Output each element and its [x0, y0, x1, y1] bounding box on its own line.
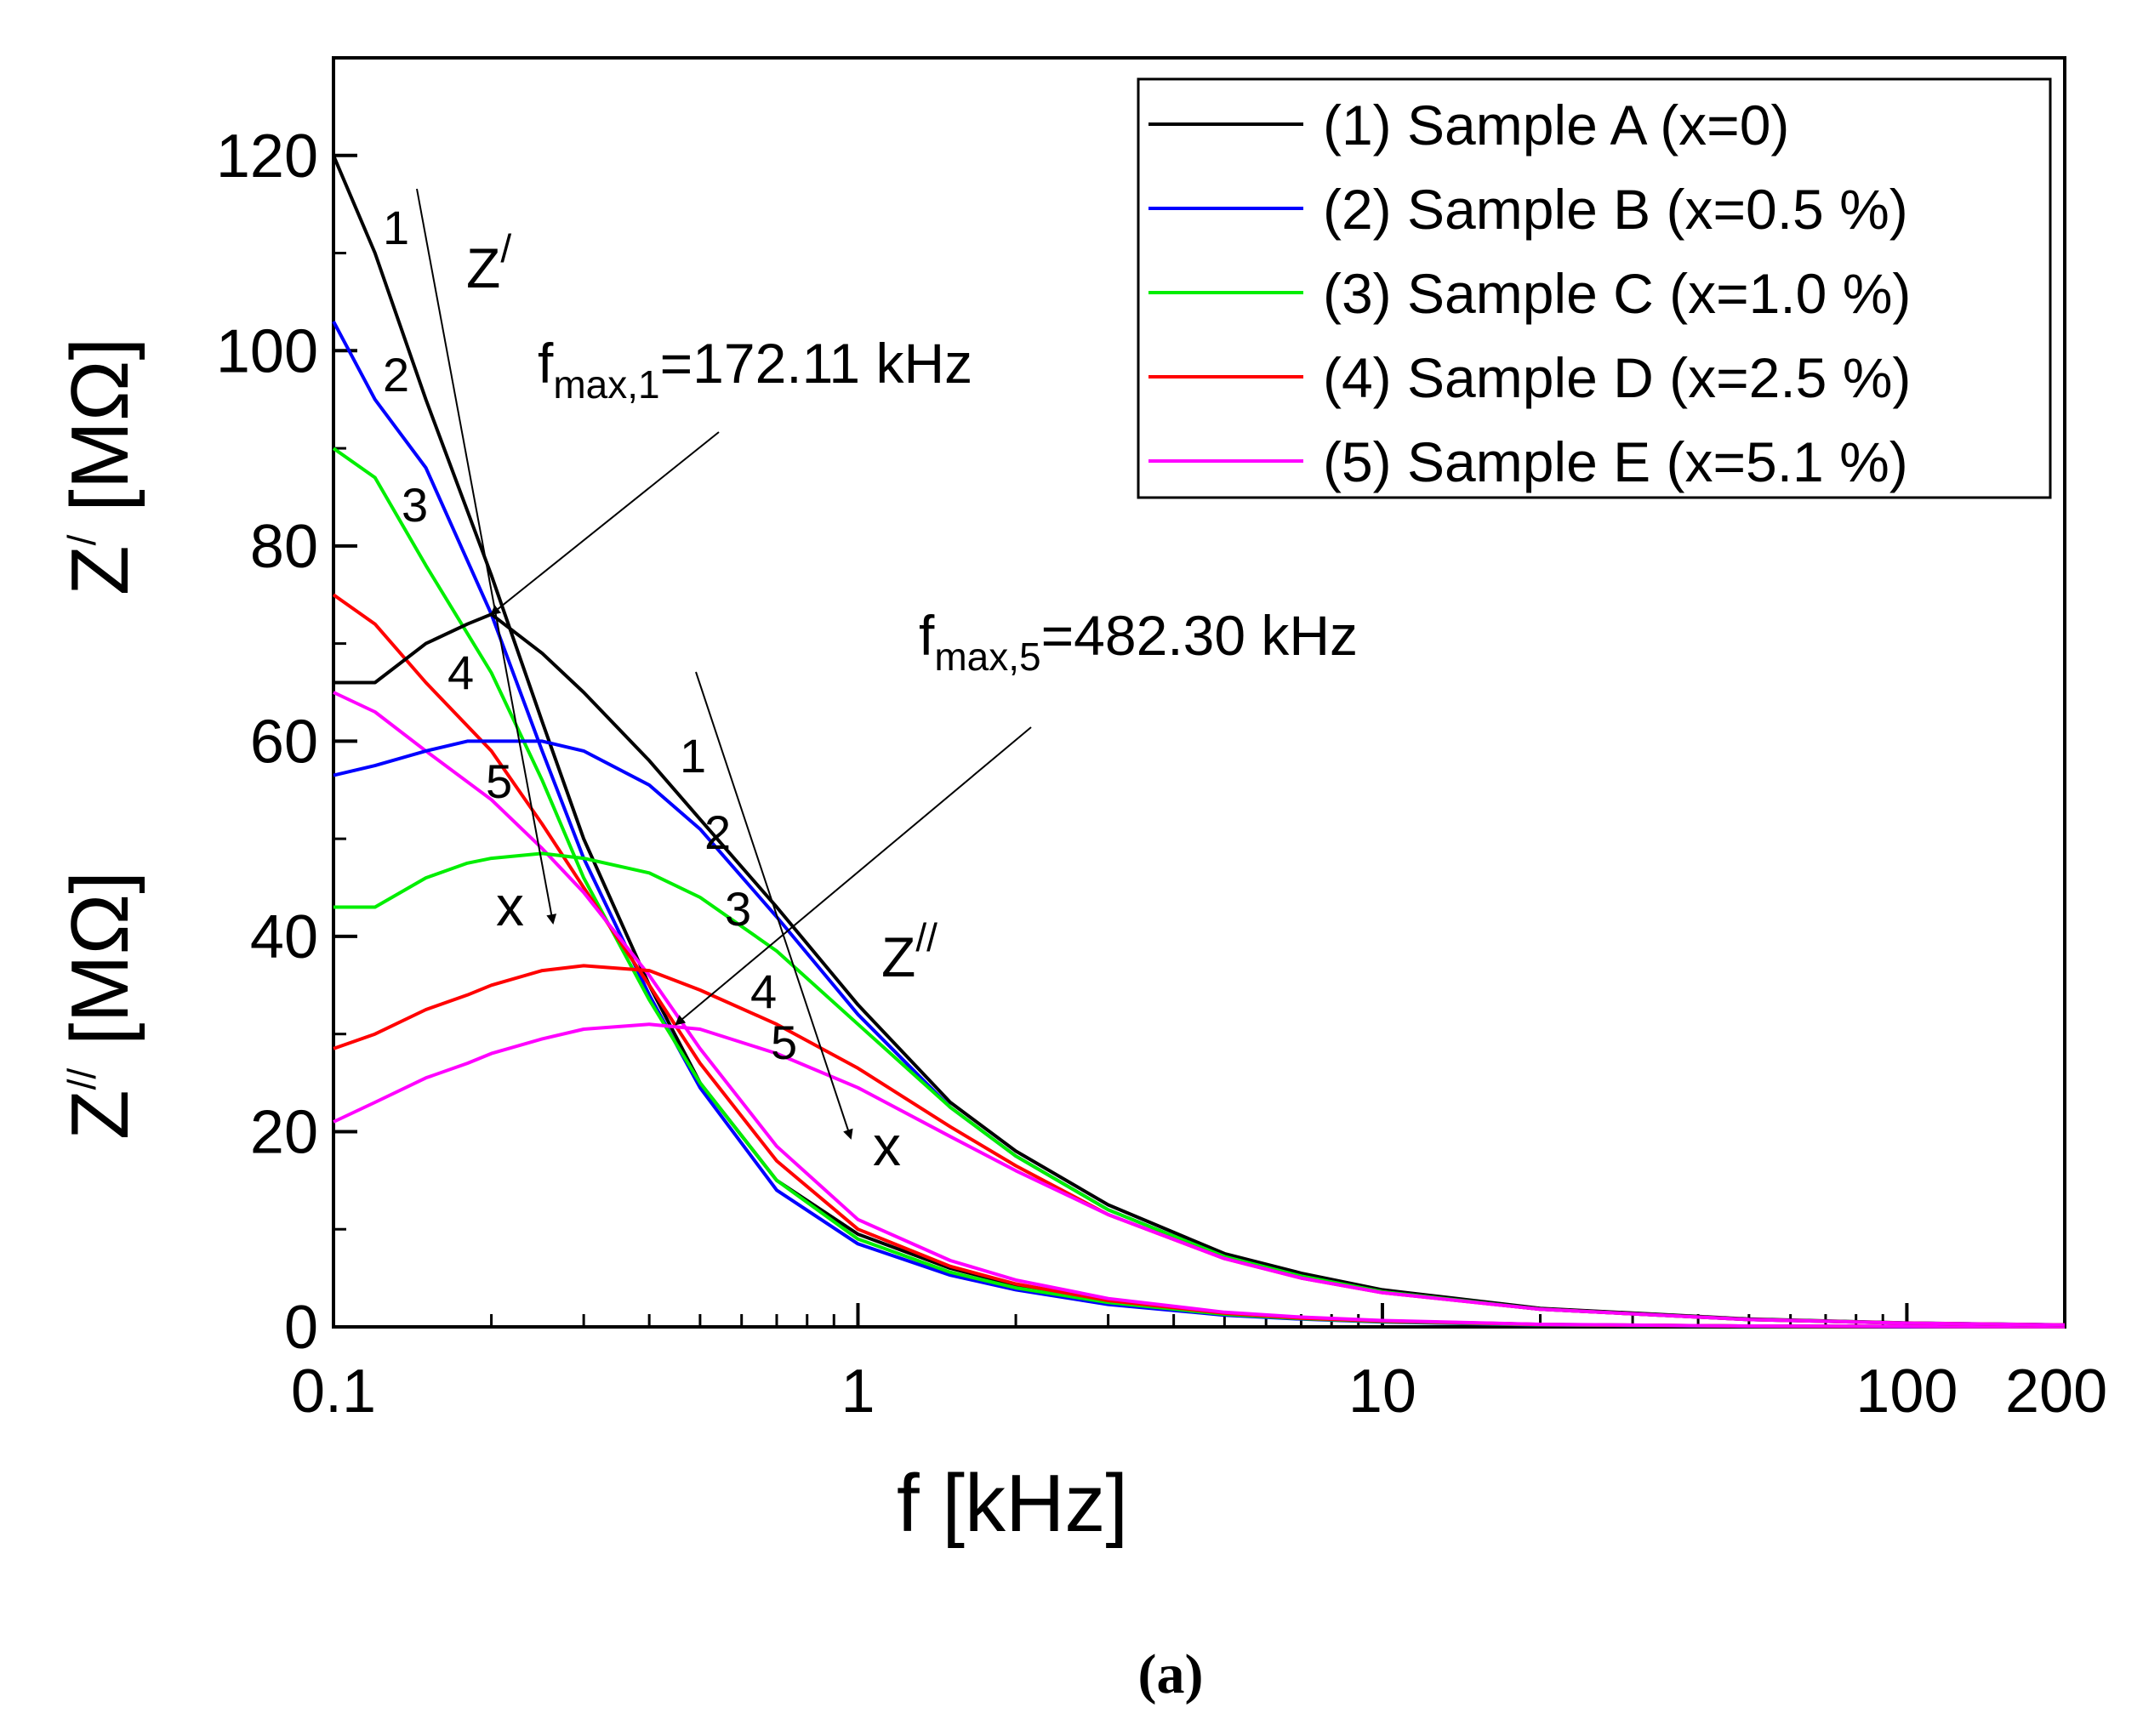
curve-number-3-zdprime: 3 [725, 882, 751, 936]
annotations [416, 188, 1032, 1140]
curve-number-4-zprime: 4 [447, 646, 474, 699]
series-zdprime-sample-a [333, 612, 2066, 1327]
series-zdprime-sample-e [333, 1022, 2066, 1327]
y-tick-label: 0 [284, 1294, 318, 1362]
curve-number-1-zdprime: 1 [680, 729, 706, 783]
ylabel-top: Z/ [MΩ] [54, 338, 145, 595]
data-curves [332, 155, 2066, 1329]
legend-label-c: (3) Sample C (x=1.0 %) [1323, 262, 1911, 325]
series-zdprime-sample-d [333, 964, 2066, 1327]
axis-ticks: 0 20 40 60 80 100 120 0.1 1 10 100 200 [216, 122, 2107, 1426]
y-tick-label: 120 [216, 122, 318, 191]
legend-label-a: (1) Sample A (x=0) [1323, 94, 1789, 157]
series-zprime-sample-e [333, 691, 2066, 1329]
ylabel-bottom: Z// [MΩ] [54, 871, 145, 1140]
legend-box [1137, 77, 2052, 499]
curve-number-5-zdprime: 5 [771, 1016, 797, 1069]
annotation-fmax1: fmax,1=172.11 kHz [538, 332, 972, 407]
zdprime-trend-arrow [695, 671, 853, 1140]
legend-label-b: (2) Sample B (x=0.5 %) [1323, 178, 1908, 241]
legend: (1) Sample A (x=0) (2) Sample B (x=0.5 %)… [1137, 77, 2052, 499]
legend-label-d: (4) Sample D (x=2.5 %) [1323, 346, 1911, 409]
fmax5-pointer [675, 726, 1032, 1026]
x-tick-label: 1 [841, 1357, 875, 1426]
y-tick-label: 60 [250, 708, 318, 776]
x-tick-label: 200 [2005, 1357, 2107, 1426]
series-zdprime-sample-b [333, 739, 2066, 1327]
x-tick-label: 10 [1348, 1357, 1416, 1426]
curve-number-4-zdprime: 4 [750, 965, 777, 1018]
x-arrow-label-left: x [496, 874, 524, 937]
legend-label-e: (5) Sample E (x=5.1 %) [1323, 430, 1908, 493]
x-arrow-label-right: x [873, 1114, 901, 1177]
curve-number-2-zdprime: 2 [704, 805, 731, 859]
y-tick-label: 40 [250, 903, 318, 971]
caption: (a) [1138, 1643, 1204, 1705]
xlabel: f [kHz] [897, 1458, 1128, 1549]
fmax1-pointer [490, 431, 720, 616]
y-tick-label: 20 [250, 1098, 318, 1166]
x-tick-label: 0.1 [291, 1357, 376, 1426]
series-zdprime-sample-c [333, 851, 2066, 1327]
y-tick-label: 80 [250, 513, 318, 581]
x-tick-label: 100 [1855, 1357, 1958, 1426]
z-dprime-label: Z// [881, 915, 938, 988]
curve-number-3-zprime: 3 [402, 478, 428, 532]
zprime-trend-arrow [416, 188, 557, 925]
curve-number-1-zprime: 1 [383, 201, 409, 254]
annotation-fmax5: fmax,5=482.30 kHz [919, 604, 1358, 679]
curve-number-5-zprime: 5 [486, 754, 512, 808]
y-tick-label: 100 [216, 317, 318, 385]
z-prime-label: Z/ [466, 226, 511, 299]
curve-number-2-zprime: 2 [383, 348, 409, 401]
series-zprime-sample-c [332, 447, 2066, 1329]
